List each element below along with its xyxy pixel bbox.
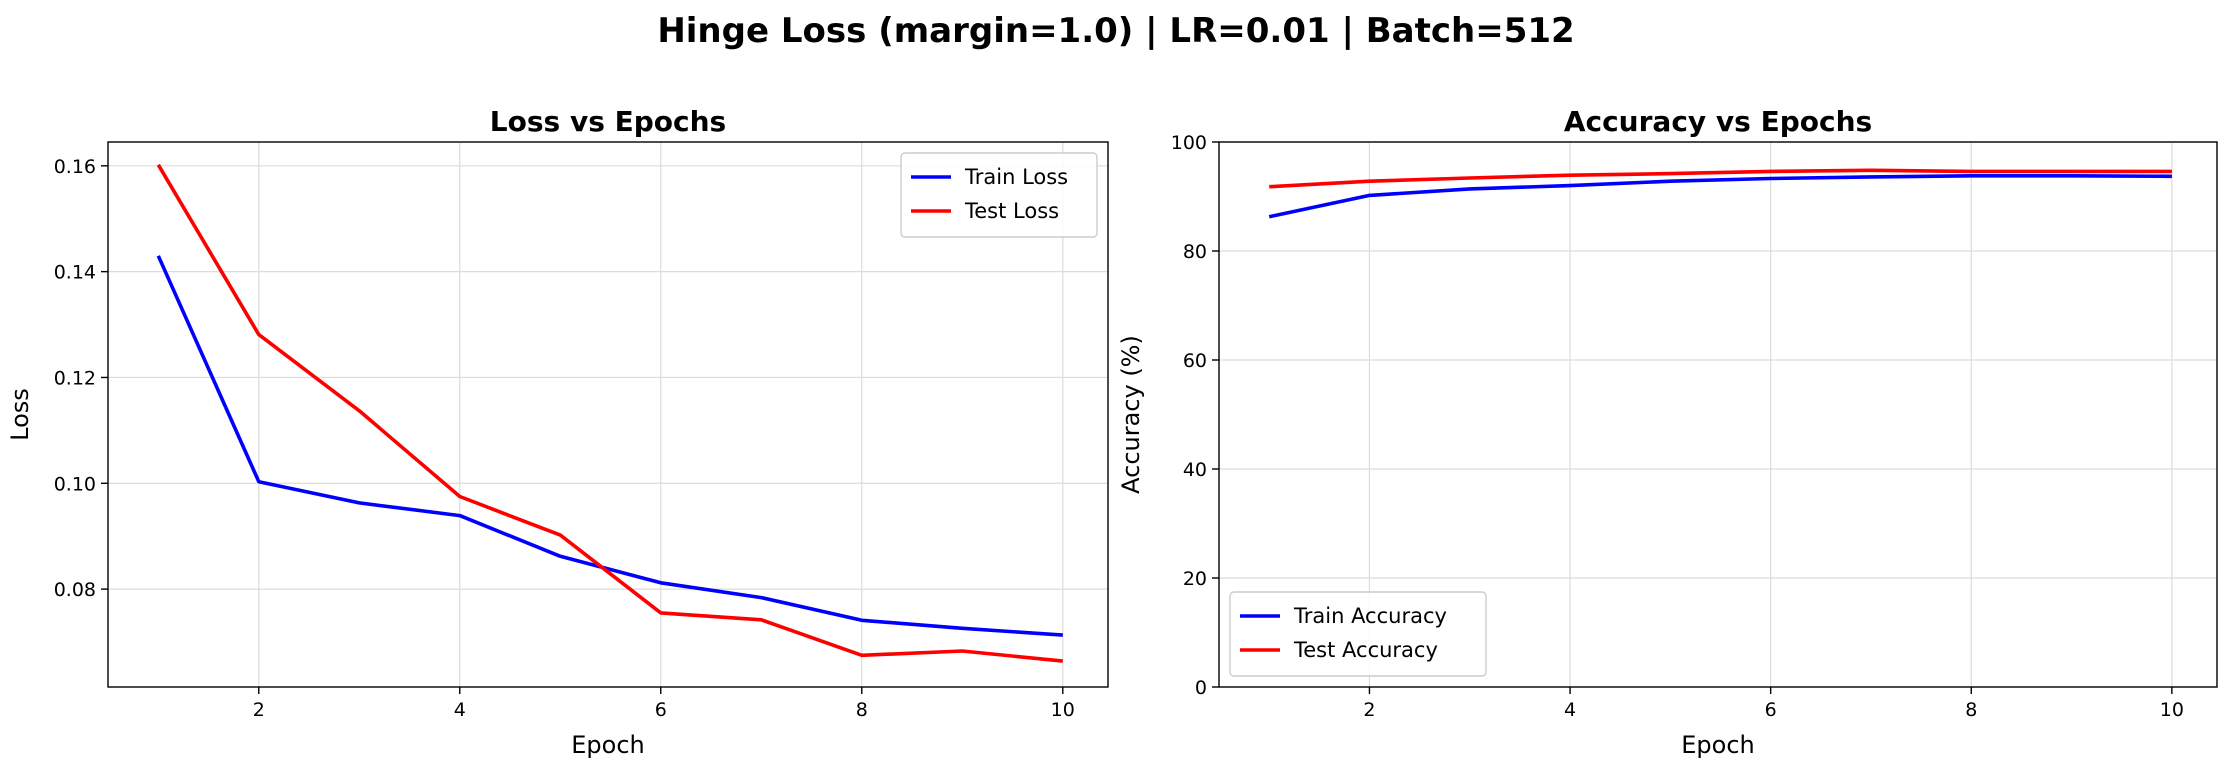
series-line-2 — [156, 163, 1063, 663]
plot-frame — [1218, 141, 2218, 688]
series-line-2 — [1269, 168, 2172, 189]
legend-label: Test Accuracy — [1293, 638, 1438, 662]
x-tick-label: 10 — [1051, 699, 1075, 721]
y-tick-label: 0.08 — [54, 579, 96, 601]
y-axis-label: Loss — [6, 388, 34, 441]
series-line-1 — [1268, 174, 2172, 219]
x-tick-label: 4 — [454, 699, 466, 721]
y-tick-label: 0.14 — [54, 262, 96, 284]
y-tick-label: 60 — [1183, 350, 1207, 372]
plot-frame — [107, 141, 1109, 688]
y-tick-label: 0.10 — [54, 473, 96, 495]
x-axis-label: Epoch — [571, 731, 645, 759]
figure-title: Hinge Loss (margin=1.0) | LR=0.01 | Batc… — [657, 11, 1574, 51]
y-tick-label: 80 — [1183, 241, 1207, 263]
legend-label: Test Loss — [964, 199, 1059, 223]
y-tick-label: 20 — [1183, 568, 1207, 590]
x-tick-label: 4 — [1564, 699, 1576, 721]
series-line-1 — [156, 255, 1063, 637]
legend-label: Train Loss — [964, 165, 1068, 189]
y-tick-label: 0 — [1195, 677, 1207, 699]
x-tick-label: 6 — [655, 699, 667, 721]
x-tick-label: 8 — [856, 699, 868, 721]
x-tick-label: 8 — [1965, 699, 1977, 721]
legend: Train Loss Test Loss — [900, 152, 1098, 238]
y-tick-label: 40 — [1183, 459, 1207, 481]
legend-box — [1229, 591, 1487, 677]
x-axis-label: Epoch — [1681, 731, 1755, 759]
legend: Train Accuracy Test Accuracy — [1229, 591, 1487, 677]
chart-1: 2 4 6 8 10 0.08 0.10 0.12 0.14 0.16 Loss vs Epochs… — [6, 105, 1109, 759]
legend-box — [900, 152, 1098, 238]
x-tick-label: 6 — [1765, 699, 1777, 721]
legend-label: Train Accuracy — [1293, 604, 1447, 628]
y-axis-label: Accuracy (%) — [1117, 335, 1145, 494]
y-tick-label: 0.16 — [54, 156, 96, 178]
x-tick-label: 10 — [2160, 699, 2184, 721]
chart-title: Accuracy vs Epochs — [1564, 105, 1872, 138]
y-tick-label: 100 — [1171, 132, 1207, 154]
x-tick-label: 2 — [1363, 699, 1375, 721]
chart-title: Loss vs Epochs — [490, 105, 726, 138]
x-tick-label: 2 — [253, 699, 265, 721]
y-tick-label: 0.12 — [54, 367, 96, 389]
